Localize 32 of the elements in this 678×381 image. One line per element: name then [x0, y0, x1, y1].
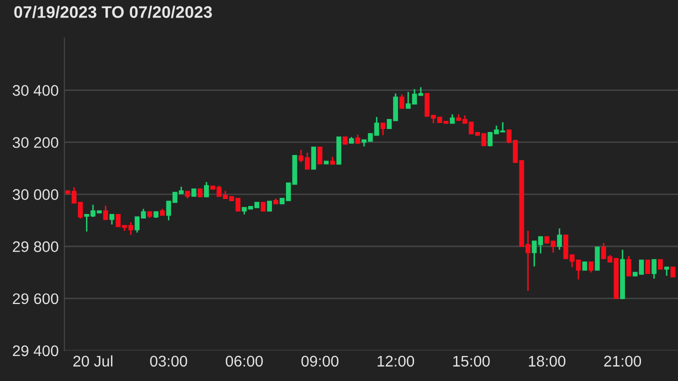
candlestick [670, 266, 676, 278]
candlestick [594, 246, 600, 271]
x-tick-label: 21:00 [604, 356, 642, 367]
candlestick [267, 200, 272, 212]
x-tick-label: 12:00 [378, 356, 414, 367]
candlestick [317, 146, 322, 164]
candlestick [658, 259, 663, 270]
y-tick-label: 30 000 [12, 189, 58, 200]
x-tick-label: 03:00 [150, 356, 188, 367]
chart-title: 07/19/2023 TO 07/20/2023 [14, 6, 212, 18]
y-tick-label: 29 600 [12, 293, 58, 304]
x-tick-label: 15:00 [453, 356, 490, 367]
candlestick [557, 228, 562, 250]
y-tick-label: 29 400 [12, 345, 58, 356]
candlestick [652, 258, 656, 280]
x-tick-label: 18:00 [528, 356, 566, 367]
candlestick [380, 122, 386, 136]
candlestick [588, 261, 594, 274]
y-tick-label: 30 400 [12, 85, 58, 96]
candlestick [103, 205, 108, 221]
candlestick [311, 146, 316, 170]
candlestick [109, 214, 114, 226]
x-tick-label: 20 Jul [73, 355, 112, 367]
x-tick-label: 09:00 [301, 356, 338, 367]
candlestick [204, 181, 209, 198]
y-tick-label: 30 200 [12, 137, 58, 148]
candlestick [626, 255, 632, 276]
candlestick [355, 134, 360, 145]
x-tick-label: 06:00 [226, 356, 263, 367]
y-tick-label: 29 800 [12, 241, 58, 252]
candlestick [399, 94, 404, 109]
candlestick [645, 260, 650, 274]
